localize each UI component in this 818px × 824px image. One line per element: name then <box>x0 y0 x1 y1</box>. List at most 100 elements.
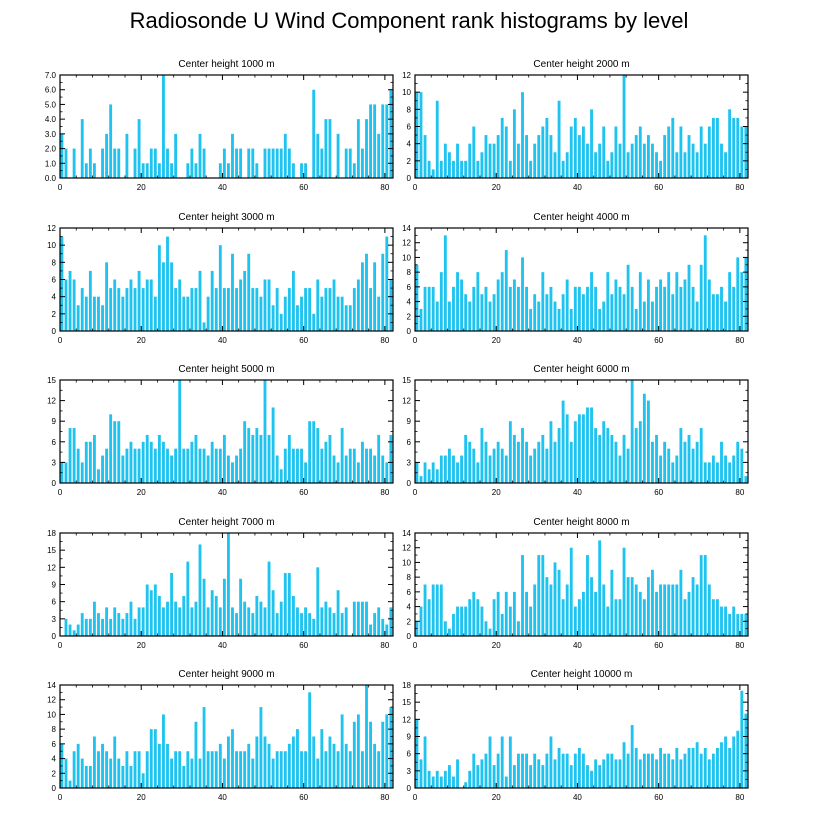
y-tick-label: 8 <box>52 258 57 267</box>
histogram-bar <box>720 742 723 788</box>
histogram-bar <box>525 753 529 788</box>
histogram-bar <box>247 428 251 483</box>
histogram-bar <box>541 434 545 483</box>
histogram-bar <box>695 301 699 331</box>
histogram-bar <box>271 407 275 483</box>
histogram-bar <box>149 729 153 788</box>
histogram-bar <box>460 279 464 331</box>
histogram-bar <box>443 770 447 788</box>
histogram-bar <box>88 618 92 636</box>
histogram-bar <box>480 152 484 178</box>
histogram-bar <box>287 743 291 788</box>
histogram-bar <box>614 441 618 483</box>
histogram-bar <box>162 441 165 483</box>
histogram-panel-9: Center height 9000 m 0 20 40 60 80 0 2 4 6 8 10 12 14 <box>47 669 394 802</box>
histogram-bar <box>606 272 610 331</box>
histogram-bar <box>361 601 364 636</box>
histogram-bar <box>651 143 654 178</box>
histogram-bar <box>263 736 267 788</box>
y-tick-label: 3 <box>407 767 412 776</box>
histogram-bar <box>344 743 348 788</box>
histogram-bar <box>328 434 332 483</box>
histogram-bar <box>198 448 202 483</box>
histogram-bar <box>630 143 634 178</box>
histogram-bar <box>512 109 516 178</box>
histogram-bar <box>194 721 198 788</box>
panel-title: Center height 10000 m <box>531 669 633 680</box>
y-tick-label: 6 <box>407 438 412 447</box>
histogram-bar <box>340 296 344 331</box>
histogram-bar <box>84 765 88 788</box>
y-tick-label: 0 <box>52 632 57 641</box>
x-tick-label: 40 <box>573 488 582 497</box>
histogram-bar <box>561 599 565 636</box>
histogram-bar <box>553 301 557 331</box>
histogram-bar <box>744 713 748 788</box>
histogram-bar <box>553 441 557 483</box>
histogram-bar <box>533 448 537 483</box>
histogram-bar <box>206 296 210 331</box>
histogram-bar <box>328 607 332 636</box>
histogram-bar <box>190 148 194 178</box>
histogram-bar <box>500 736 504 788</box>
histogram-bar <box>182 595 186 636</box>
histogram-bar <box>336 462 340 483</box>
histogram-bar <box>247 607 251 636</box>
y-tick-label: 3 <box>52 615 57 624</box>
histogram-bar <box>369 624 372 636</box>
histogram-bar <box>720 143 723 178</box>
histogram-bar <box>496 135 500 178</box>
histogram-bar <box>504 126 508 178</box>
histogram-bar <box>109 104 113 178</box>
histogram-bar <box>687 747 691 788</box>
histogram-bar <box>312 736 316 788</box>
histogram-bar <box>275 148 279 178</box>
histogram-bar <box>121 296 125 331</box>
histogram-bar <box>247 253 251 331</box>
histogram-bar <box>460 455 464 483</box>
histogram-bar <box>283 296 287 331</box>
histogram-bar <box>561 400 565 483</box>
histogram-bar <box>598 434 602 483</box>
histogram-bar <box>476 599 480 636</box>
histogram-bar <box>222 148 226 178</box>
histogram-bar <box>508 160 512 178</box>
histogram-bar <box>166 743 169 788</box>
histogram-bar <box>431 584 435 636</box>
histogram-bar <box>602 301 606 331</box>
histogram-bar <box>271 148 275 178</box>
y-tick-label: 0 <box>407 784 412 793</box>
y-tick-label: 6.0 <box>45 86 57 95</box>
histogram-bar <box>88 148 92 178</box>
histogram-bar <box>275 455 279 483</box>
histogram-bar <box>695 742 699 788</box>
y-tick-label: 0 <box>407 327 412 336</box>
histogram-bar <box>492 143 496 178</box>
histogram-bar <box>320 729 324 788</box>
histogram-bar <box>679 286 683 331</box>
histogram-bar <box>352 721 356 788</box>
x-tick-label: 80 <box>380 336 389 345</box>
histogram-bar <box>569 441 573 483</box>
histogram-bar <box>610 434 614 483</box>
y-tick-label: 6 <box>52 276 57 285</box>
histogram-bar <box>328 119 332 178</box>
histogram-bar <box>170 573 174 636</box>
histogram-bar <box>496 279 500 331</box>
histogram-bar <box>728 613 732 636</box>
histogram-bar <box>500 613 504 636</box>
histogram-bar <box>352 448 356 483</box>
histogram-bar <box>549 584 553 636</box>
histogram-bar <box>626 577 630 636</box>
histogram-bar <box>594 591 598 636</box>
histogram-bar <box>594 152 598 178</box>
histogram-bar <box>423 736 427 788</box>
histogram-bar <box>275 288 279 331</box>
histogram-bar <box>287 434 291 483</box>
histogram-bar <box>728 747 732 788</box>
histogram-bar <box>304 607 308 636</box>
histogram-bar <box>194 288 198 331</box>
histogram-bar <box>496 591 500 636</box>
y-tick-label: 6 <box>52 740 57 749</box>
histogram-bar <box>92 434 96 483</box>
